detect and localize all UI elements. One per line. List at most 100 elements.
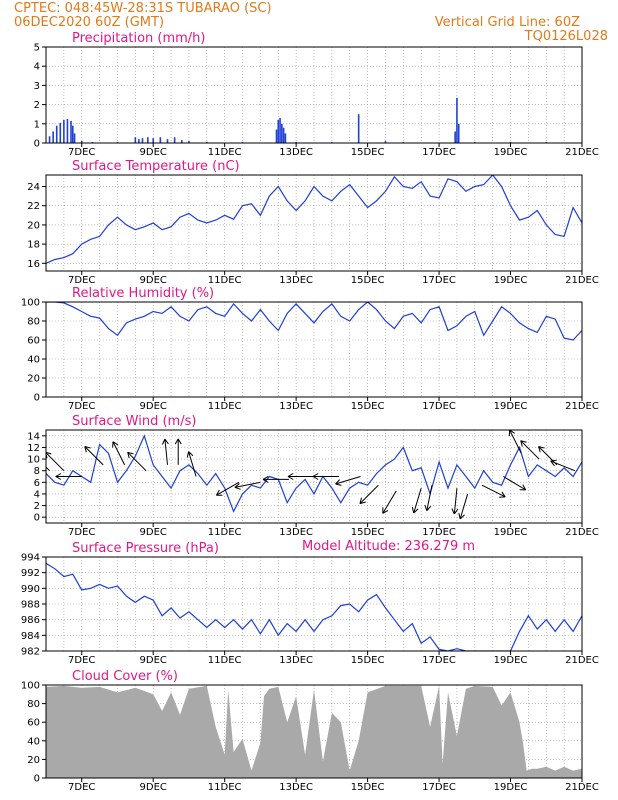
wind-arrow bbox=[481, 484, 506, 498]
wind-title: Surface Wind (m/s) bbox=[72, 414, 196, 429]
model-altitude: Model Altitude: 236.279 m bbox=[302, 539, 475, 554]
wind-xtick-label: 19DEC bbox=[494, 527, 528, 538]
pressure-xtick-label: 21DEC bbox=[565, 655, 599, 666]
precipitation-bar bbox=[52, 131, 54, 143]
wind-ytick-label: 2 bbox=[34, 501, 40, 512]
precipitation-bar bbox=[63, 119, 65, 143]
precipitation-bar bbox=[277, 119, 280, 143]
precipitation-ytick-label: 2 bbox=[34, 100, 40, 111]
humidity-xtick-label: 15DEC bbox=[351, 401, 385, 412]
temperature-ytick-label: 24 bbox=[27, 182, 40, 193]
precipitation-bar bbox=[454, 131, 456, 143]
humidity-ytick-label: 40 bbox=[27, 355, 40, 366]
humidity-data bbox=[46, 302, 582, 341]
precipitation-bar bbox=[166, 139, 169, 143]
precipitation-bar bbox=[456, 97, 458, 143]
precipitation-bar bbox=[275, 129, 278, 143]
wind-xtick-label: 7DEC bbox=[68, 527, 95, 538]
wind-arrow bbox=[335, 476, 361, 486]
precipitation-bar bbox=[457, 123, 460, 143]
temperature-ytick-label: 20 bbox=[27, 220, 40, 231]
cloud-cover-xtick-label: 21DEC bbox=[565, 782, 599, 793]
precipitation-bar bbox=[141, 138, 144, 143]
pressure-xtick-label: 9DEC bbox=[140, 655, 167, 666]
precipitation-bar bbox=[147, 137, 149, 143]
wind-ytick-label: 12 bbox=[27, 443, 40, 454]
wind-ytick-label: 10 bbox=[27, 455, 40, 466]
humidity-ytick-label: 60 bbox=[27, 336, 40, 347]
wind-arrow bbox=[262, 475, 289, 483]
humidity-frame bbox=[45, 301, 583, 398]
wind-ytick-label: 4 bbox=[34, 489, 40, 500]
precipitation-ytick-label: 3 bbox=[34, 81, 40, 92]
humidity-xtick-label: 13DEC bbox=[279, 401, 313, 412]
humidity-xtick-label: 9DEC bbox=[140, 401, 167, 412]
cloud-cover-frame bbox=[45, 684, 583, 779]
header-grid-note: Vertical Grid Line: 60Z bbox=[435, 15, 580, 30]
header-date: 06DEC2020 60Z (GMT) bbox=[14, 15, 164, 30]
wind-arrow bbox=[287, 473, 314, 480]
wind-xtick-label: 21DEC bbox=[565, 527, 599, 538]
pressure-grid bbox=[45, 557, 583, 651]
header-location: CPTEC: 048:45W-28:31S TUBARAO (SC) bbox=[14, 1, 272, 16]
humidity-ytick-label: 80 bbox=[27, 317, 40, 328]
pressure-ytick-label: 994 bbox=[21, 553, 40, 564]
precipitation-ytick-label: 1 bbox=[34, 119, 40, 130]
temperature-xtick-label: 17DEC bbox=[422, 275, 456, 286]
precipitation-bar bbox=[357, 114, 360, 143]
temperature-ytick-label: 16 bbox=[27, 259, 40, 270]
wind-data bbox=[46, 430, 582, 520]
precipitation-ytick-label: 0 bbox=[34, 139, 40, 150]
humidity-ytick-label: 100 bbox=[21, 298, 40, 309]
cloud-cover-xtick-label: 17DEC bbox=[422, 782, 456, 793]
pressure-xtick-label: 13DEC bbox=[279, 655, 313, 666]
pressure-ytick-label: 982 bbox=[21, 647, 40, 658]
cloud-cover-ytick-label: 0 bbox=[34, 774, 40, 785]
wind-arrow bbox=[312, 473, 340, 480]
pressure-data bbox=[46, 562, 582, 651]
pressure-xtick-label: 11DEC bbox=[208, 655, 242, 666]
precipitation-bar bbox=[152, 138, 154, 143]
cloud-cover-area bbox=[46, 685, 582, 778]
precipitation-bar bbox=[284, 133, 287, 143]
pressure-xtick-label: 7DEC bbox=[68, 655, 95, 666]
temperature-grid bbox=[45, 175, 583, 271]
wind-arrow bbox=[174, 438, 182, 465]
cloud-cover-xtick-label: 19DEC bbox=[494, 782, 528, 793]
precipitation-bar bbox=[59, 122, 62, 143]
pressure-ytick-label: 986 bbox=[21, 615, 40, 626]
pressure-ytick-label: 990 bbox=[21, 584, 40, 595]
cloud-cover-xtick-label: 7DEC bbox=[68, 782, 95, 793]
wind-arrow bbox=[382, 490, 397, 514]
temperature-xtick-label: 11DEC bbox=[208, 275, 242, 286]
pressure-xtick-label: 17DEC bbox=[422, 655, 456, 666]
precipitation-xtick-label: 17DEC bbox=[422, 147, 456, 158]
wind-arrow bbox=[234, 481, 261, 490]
wind-arrow bbox=[127, 451, 147, 472]
temperature-panel: 16 18 20 22 24 7DEC 9DEC 11DEC 13DEC 15DEC 17DEC 19… bbox=[27, 159, 599, 286]
wind-arrow bbox=[458, 493, 469, 520]
cloud-cover-ytick-label: 60 bbox=[27, 718, 40, 729]
precipitation-bar bbox=[66, 119, 69, 143]
precipitation-xtick-label: 11DEC bbox=[208, 147, 242, 158]
precipitation-xtick-label: 15DEC bbox=[351, 147, 385, 158]
wind-arrow bbox=[46, 466, 50, 472]
cloud-cover-ytick-label: 100 bbox=[21, 681, 40, 692]
wind-arrow bbox=[550, 459, 576, 472]
cloud-cover-panel: 0 20 40 60 80 100 7DEC 9DEC 11DEC 13DEC 15DEC 17DEC… bbox=[21, 669, 599, 793]
precipitation-bar bbox=[55, 125, 58, 143]
temperature-xtick-label: 7DEC bbox=[68, 275, 95, 286]
humidity-line bbox=[46, 302, 582, 341]
wind-xtick-label: 13DEC bbox=[279, 527, 313, 538]
precipitation-bar bbox=[159, 137, 162, 143]
precipitation-xtick-label: 13DEC bbox=[279, 147, 313, 158]
temperature-ytick-label: 22 bbox=[27, 201, 40, 212]
humidity-xtick-label: 21DEC bbox=[565, 401, 599, 412]
precipitation-bar bbox=[281, 123, 283, 143]
precipitation-bar bbox=[70, 120, 72, 143]
wind-arrow bbox=[215, 481, 240, 496]
humidity-xtick-label: 11DEC bbox=[208, 401, 242, 412]
humidity-ytick-label: 0 bbox=[34, 393, 40, 404]
